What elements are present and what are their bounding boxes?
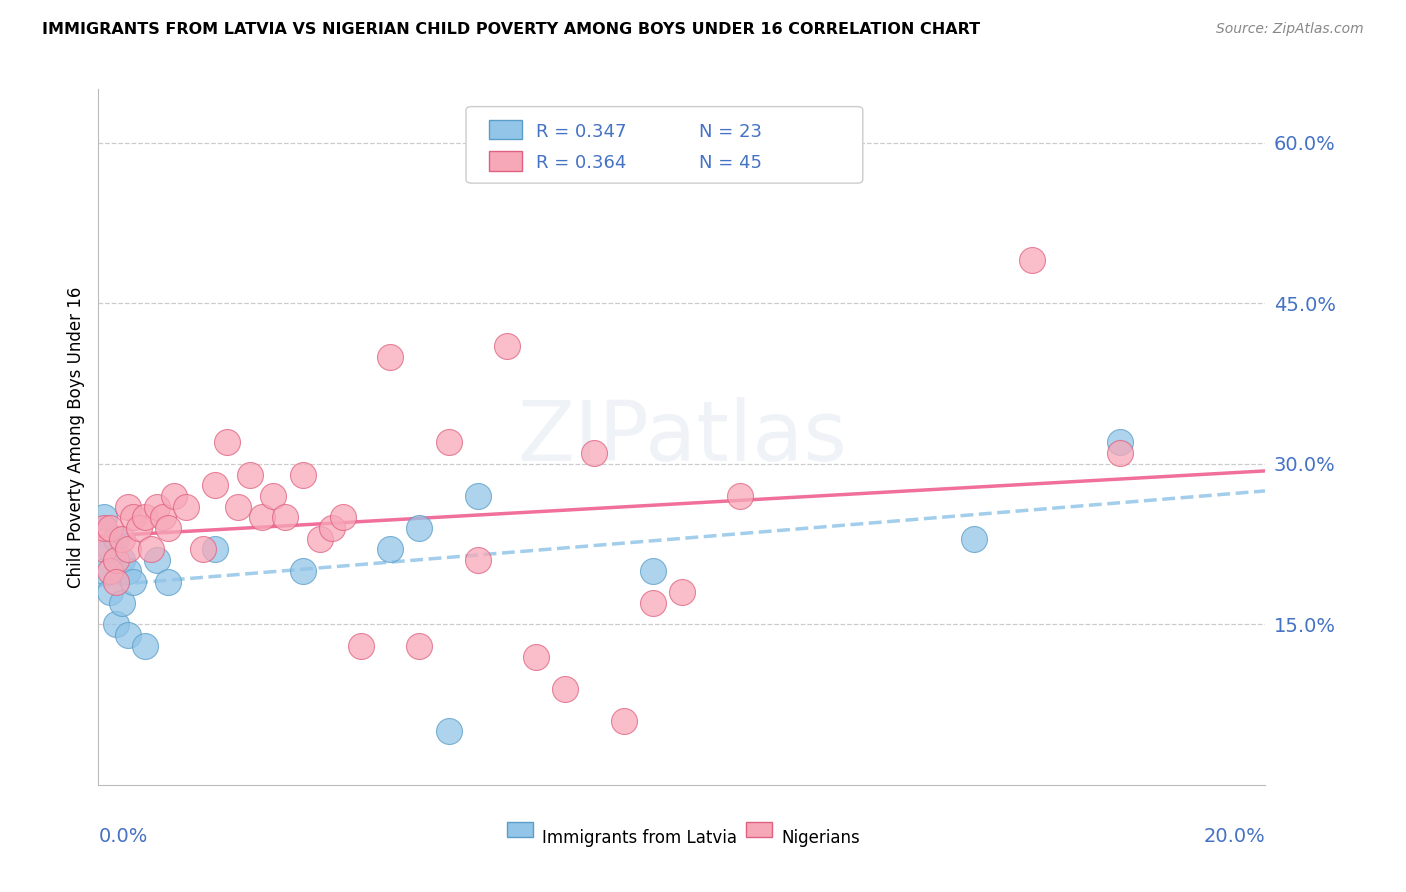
Point <box>193 542 215 557</box>
Point <box>204 542 226 557</box>
Point <box>350 639 373 653</box>
FancyBboxPatch shape <box>489 151 522 170</box>
Point <box>612 714 634 728</box>
Point <box>291 564 314 578</box>
Point <box>408 639 430 653</box>
Text: R = 0.364: R = 0.364 <box>536 154 627 172</box>
Point <box>215 435 238 450</box>
Point <box>467 489 489 503</box>
FancyBboxPatch shape <box>508 822 533 837</box>
Point <box>104 574 127 589</box>
Text: R = 0.347: R = 0.347 <box>536 122 627 141</box>
Point <box>583 446 606 460</box>
Point <box>93 510 115 524</box>
Point <box>104 532 127 546</box>
Point <box>146 553 169 567</box>
Point <box>309 532 332 546</box>
Point <box>228 500 250 514</box>
Point <box>437 724 460 739</box>
Point <box>98 521 121 535</box>
Point <box>641 596 664 610</box>
Point <box>467 553 489 567</box>
Point <box>139 542 162 557</box>
Point <box>134 639 156 653</box>
Point <box>554 681 576 696</box>
Point <box>152 510 174 524</box>
Point <box>117 500 139 514</box>
Point <box>111 532 134 546</box>
Text: ZIPatlas: ZIPatlas <box>517 397 846 477</box>
FancyBboxPatch shape <box>489 120 522 139</box>
Point <box>98 542 121 557</box>
Point <box>408 521 430 535</box>
Point <box>157 574 180 589</box>
Point <box>1108 435 1130 450</box>
Point <box>93 521 115 535</box>
Point <box>524 649 547 664</box>
Text: Source: ZipAtlas.com: Source: ZipAtlas.com <box>1216 22 1364 37</box>
Point <box>146 500 169 514</box>
Point <box>157 521 180 535</box>
Point <box>250 510 273 524</box>
Point <box>380 542 402 557</box>
Y-axis label: Child Poverty Among Boys Under 16: Child Poverty Among Boys Under 16 <box>66 286 84 588</box>
Point <box>93 564 115 578</box>
Point <box>93 542 115 557</box>
Point <box>163 489 186 503</box>
Point <box>122 574 145 589</box>
Point <box>671 585 693 599</box>
Point <box>117 542 139 557</box>
Point <box>262 489 284 503</box>
Point <box>1021 253 1043 268</box>
Text: Immigrants from Latvia: Immigrants from Latvia <box>541 830 737 847</box>
Point <box>730 489 752 503</box>
Point <box>111 553 134 567</box>
Text: N = 45: N = 45 <box>699 154 762 172</box>
Point <box>128 521 150 535</box>
Point <box>174 500 197 514</box>
Point <box>641 564 664 578</box>
Point <box>104 617 127 632</box>
Point <box>111 596 134 610</box>
Point <box>104 553 127 567</box>
Text: 0.0%: 0.0% <box>98 827 148 846</box>
Point <box>117 628 139 642</box>
Point <box>204 478 226 492</box>
Point <box>291 467 314 482</box>
Point <box>122 510 145 524</box>
Point <box>239 467 262 482</box>
Point <box>321 521 343 535</box>
Text: N = 23: N = 23 <box>699 122 762 141</box>
Text: 20.0%: 20.0% <box>1204 827 1265 846</box>
Point <box>98 585 121 599</box>
Point <box>1108 446 1130 460</box>
FancyBboxPatch shape <box>465 106 863 183</box>
Point <box>274 510 297 524</box>
Point <box>962 532 984 546</box>
Text: IMMIGRANTS FROM LATVIA VS NIGERIAN CHILD POVERTY AMONG BOYS UNDER 16 CORRELATION: IMMIGRANTS FROM LATVIA VS NIGERIAN CHILD… <box>42 22 980 37</box>
Point <box>134 510 156 524</box>
Point <box>380 350 402 364</box>
Point <box>496 339 519 353</box>
FancyBboxPatch shape <box>747 822 772 837</box>
Point <box>117 564 139 578</box>
Text: Nigerians: Nigerians <box>782 830 860 847</box>
Point <box>98 564 121 578</box>
Point <box>332 510 354 524</box>
Point <box>437 435 460 450</box>
